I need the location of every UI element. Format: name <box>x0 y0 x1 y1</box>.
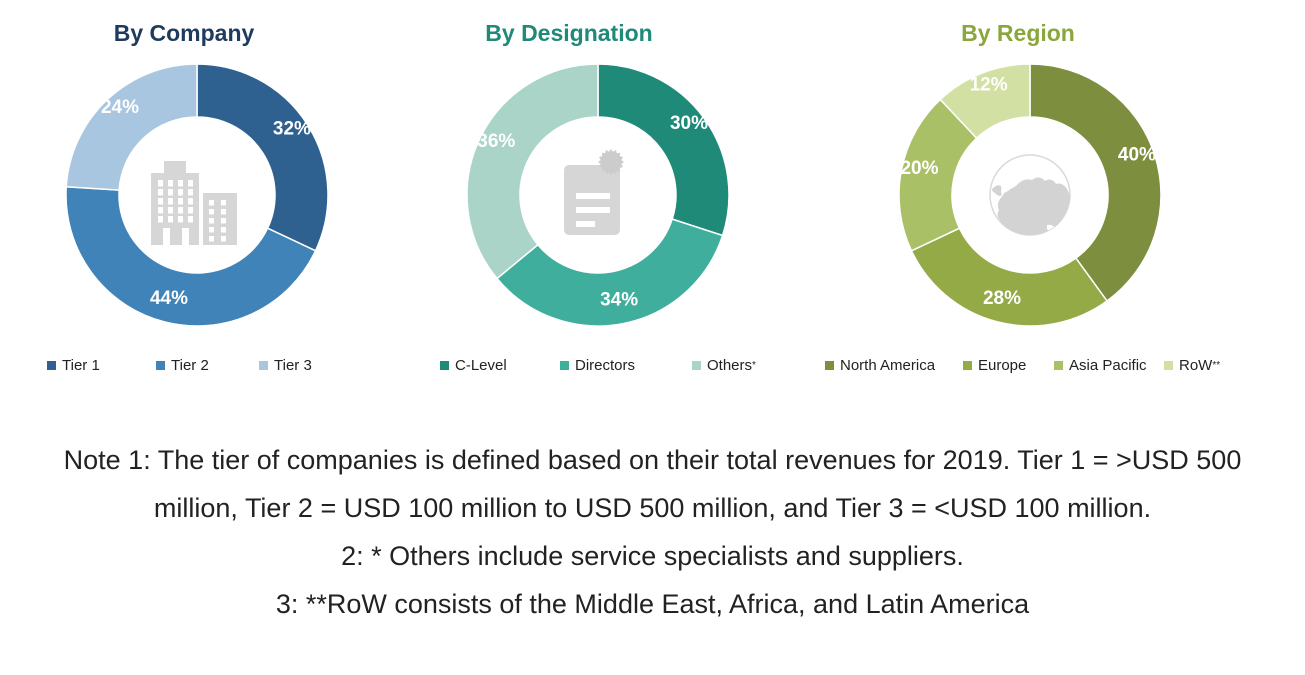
svg-text:40%: 40% <box>1118 144 1156 165</box>
svg-text:12%: 12% <box>970 74 1008 95</box>
svg-text:30%: 30% <box>670 113 708 134</box>
svg-text:By Designation: By Designation <box>485 20 652 46</box>
svg-text:28%: 28% <box>983 288 1021 309</box>
svg-text:32%: 32% <box>273 119 311 140</box>
svg-text:36%: 36% <box>477 131 515 152</box>
svg-text:20%: 20% <box>900 158 938 179</box>
svg-text:By Company: By Company <box>114 20 255 46</box>
svg-text:24%: 24% <box>101 97 139 118</box>
svg-text:34%: 34% <box>600 290 638 311</box>
svg-text:44%: 44% <box>150 288 188 309</box>
svg-text:By Region: By Region <box>961 20 1075 46</box>
